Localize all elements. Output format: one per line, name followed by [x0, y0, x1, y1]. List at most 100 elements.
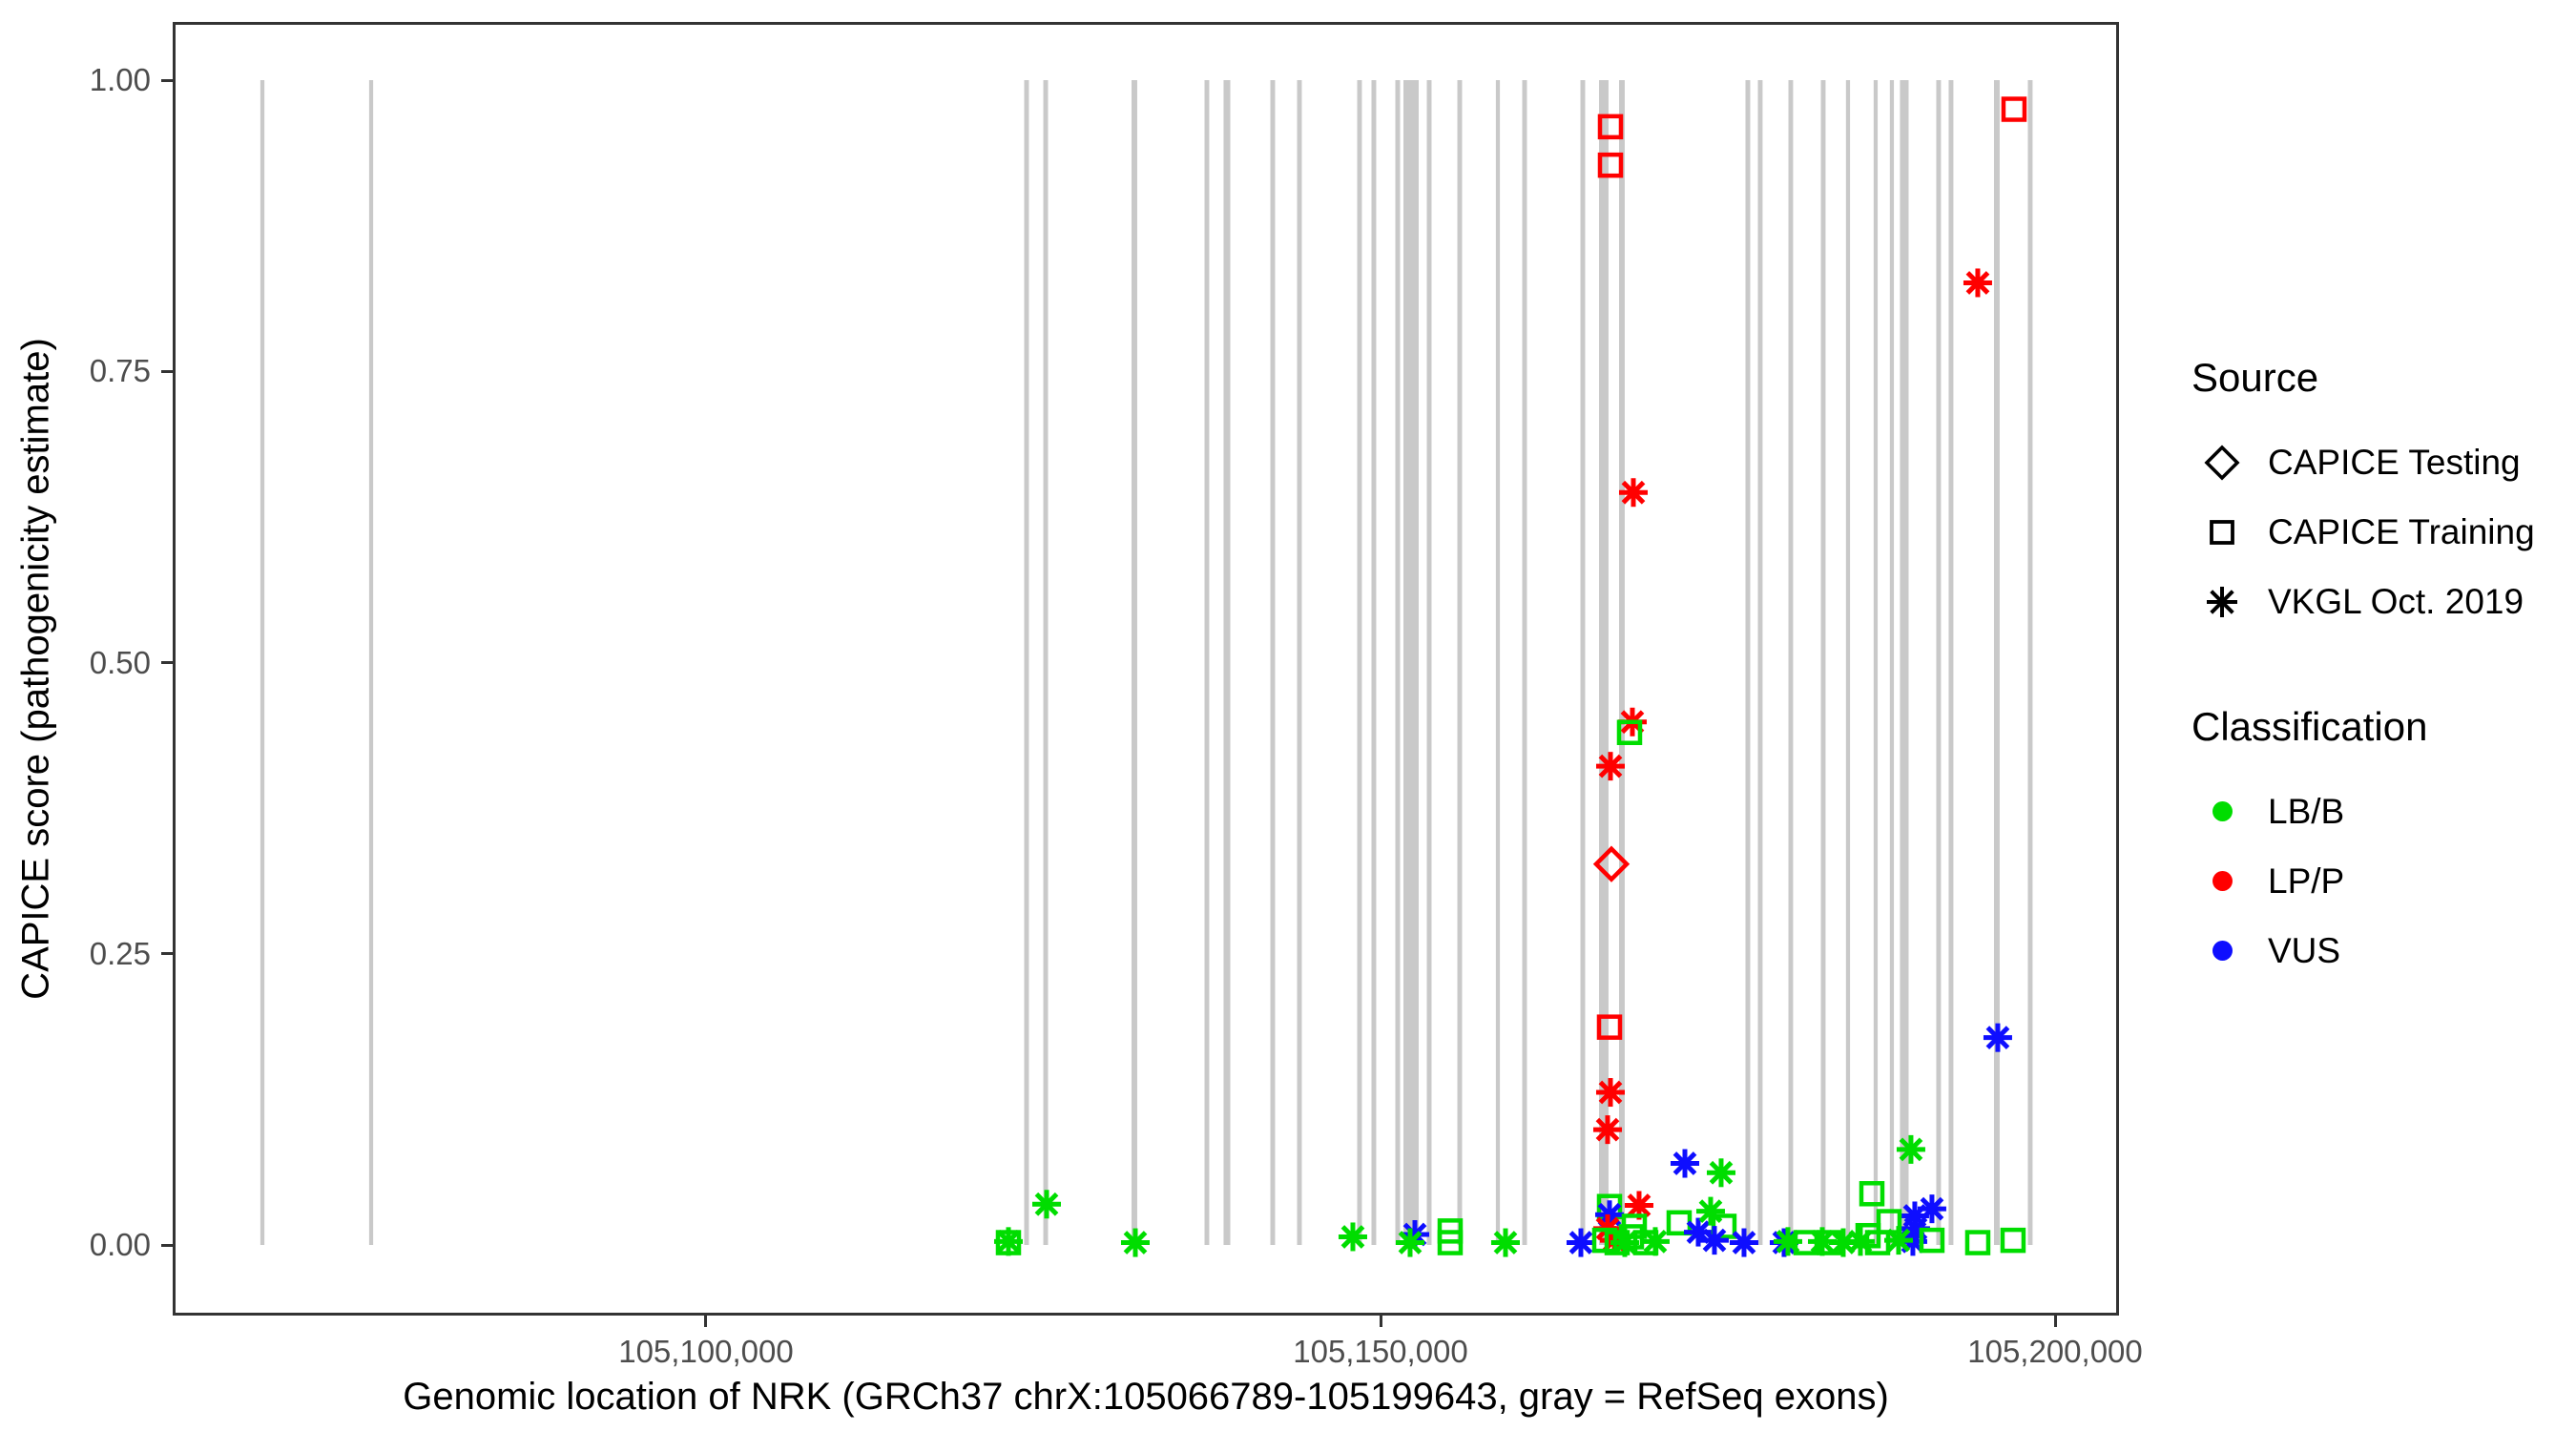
- legend-item-label: VKGL Oct. 2019: [2268, 581, 2524, 621]
- data-point-asterisk: [1338, 1222, 1367, 1252]
- data-point-asterisk: [1706, 1158, 1735, 1188]
- y-tick-label: 0.00: [89, 1227, 151, 1262]
- legend-item-label: CAPICE Testing: [2268, 442, 2521, 482]
- exon-line: [1599, 80, 1609, 1245]
- data-point-asterisk: [1395, 1228, 1424, 1257]
- y-tick-label: 1.00: [89, 62, 151, 97]
- x-tick-label: 105,100,000: [618, 1334, 794, 1369]
- data-point-asterisk: [1490, 1228, 1520, 1257]
- data-point-square: [1964, 1230, 1991, 1255]
- legend-classification: Classification LB/B LP/P VUS: [2192, 704, 2427, 985]
- x-tick-label: 105,200,000: [1967, 1334, 2143, 1369]
- exon-line: [1024, 80, 1029, 1245]
- data-point-asterisk: [1896, 1134, 1925, 1164]
- data-point-square: [2001, 96, 2027, 122]
- exon-line: [1522, 80, 1527, 1245]
- data-point-asterisk: [1670, 1149, 1699, 1178]
- exon-line: [1889, 80, 1895, 1245]
- legend-item-label: VUS: [2268, 930, 2341, 970]
- y-tick-label: 0.50: [89, 644, 151, 680]
- blue-dot-icon: [2192, 923, 2253, 980]
- legend-classification-title: Classification: [2192, 704, 2428, 749]
- y-tick-mark: [161, 952, 173, 956]
- data-point-asterisk: [1618, 478, 1648, 508]
- exon-line: [1580, 80, 1586, 1245]
- asterisk-icon: [2192, 573, 2253, 631]
- data-point-diamond: [1592, 845, 1631, 882]
- exon-line: [1402, 80, 1419, 1245]
- y-tick-label: 0.75: [89, 353, 151, 389]
- data-point-asterisk: [1695, 1196, 1725, 1226]
- data-point-asterisk: [1566, 1228, 1595, 1257]
- legend-source-title: Source: [2192, 355, 2319, 400]
- red-dot-icon: [2192, 853, 2253, 910]
- data-point-asterisk: [1963, 268, 1992, 298]
- exon-line: [1873, 80, 1879, 1245]
- legend-item-capice-training: CAPICE Training: [2192, 497, 2535, 567]
- exon-line: [260, 80, 265, 1245]
- exon-line: [1371, 80, 1377, 1245]
- data-point-square: [1437, 1230, 1464, 1255]
- exon-line: [1043, 80, 1049, 1245]
- y-tick-label: 0.25: [89, 935, 151, 971]
- diamond-icon: [2192, 434, 2253, 491]
- data-point-square: [1859, 1181, 1885, 1207]
- data-point-square: [1597, 152, 1624, 178]
- data-point-asterisk: [1595, 752, 1625, 781]
- data-point-asterisk: [993, 1227, 1023, 1256]
- exon-line: [1395, 80, 1401, 1245]
- x-tick-label: 105,150,000: [1293, 1334, 1468, 1369]
- x-tick-mark: [1379, 1316, 1382, 1327]
- exon-line: [1297, 80, 1302, 1245]
- exon-line: [1426, 80, 1432, 1245]
- exon-line: [1820, 80, 1826, 1245]
- exon-line: [1204, 80, 1210, 1245]
- data-point-asterisk: [1983, 1023, 2012, 1052]
- data-point-asterisk: [1883, 1226, 1913, 1255]
- legend-item-label: CAPICE Training: [2268, 511, 2535, 551]
- data-point-asterisk: [1699, 1226, 1729, 1255]
- y-axis-title: CAPICE score (pathogenicity estimate): [14, 338, 57, 1000]
- exon-line: [1270, 80, 1276, 1245]
- legend-item-lpp: LP/P: [2192, 846, 2427, 916]
- legend-item-vkgl: VKGL Oct. 2019: [2192, 567, 2535, 636]
- exon-line: [1936, 80, 1942, 1245]
- data-point-asterisk: [1031, 1190, 1061, 1219]
- legend-item-label: LP/P: [2268, 861, 2345, 901]
- data-point-asterisk: [1120, 1228, 1150, 1257]
- data-point-square: [1596, 1014, 1623, 1040]
- exon-line: [1993, 80, 2000, 1245]
- square-icon: [2192, 504, 2253, 561]
- x-tick-mark: [704, 1316, 708, 1327]
- exon-line: [1618, 80, 1625, 1245]
- green-dot-icon: [2192, 783, 2253, 840]
- y-tick-mark: [161, 78, 173, 82]
- exon-line: [1900, 80, 1909, 1245]
- data-point-asterisk: [1595, 1078, 1625, 1108]
- exon-line: [368, 80, 374, 1245]
- legend-item-lbb: LB/B: [2192, 777, 2427, 846]
- y-tick-mark: [161, 1243, 173, 1247]
- y-tick-mark: [161, 369, 173, 373]
- legend-item-capice-testing: CAPICE Testing: [2192, 427, 2535, 497]
- exon-line: [1757, 80, 1763, 1245]
- exon-line: [1845, 80, 1851, 1245]
- data-point-square: [1616, 719, 1643, 746]
- legend-source: Source CAPICE Testing CAPICE Training: [2192, 355, 2535, 636]
- exon-line: [1132, 80, 1137, 1245]
- legend-item-label: LB/B: [2268, 791, 2345, 831]
- exon-line: [1745, 80, 1751, 1245]
- y-tick-mark: [161, 661, 173, 664]
- x-axis-title: Genomic location of NRK (GRCh37 chrX:105…: [403, 1376, 1889, 1418]
- x-tick-mark: [2053, 1316, 2057, 1327]
- exon-line: [1223, 80, 1231, 1245]
- exon-line: [1948, 80, 1954, 1245]
- data-point-asterisk: [1640, 1227, 1670, 1256]
- data-point-asterisk: [1845, 1227, 1875, 1256]
- data-point-square: [1618, 1224, 1645, 1250]
- data-point-square: [2000, 1227, 2026, 1254]
- data-point-square: [1919, 1227, 1945, 1254]
- exon-line: [1357, 80, 1362, 1245]
